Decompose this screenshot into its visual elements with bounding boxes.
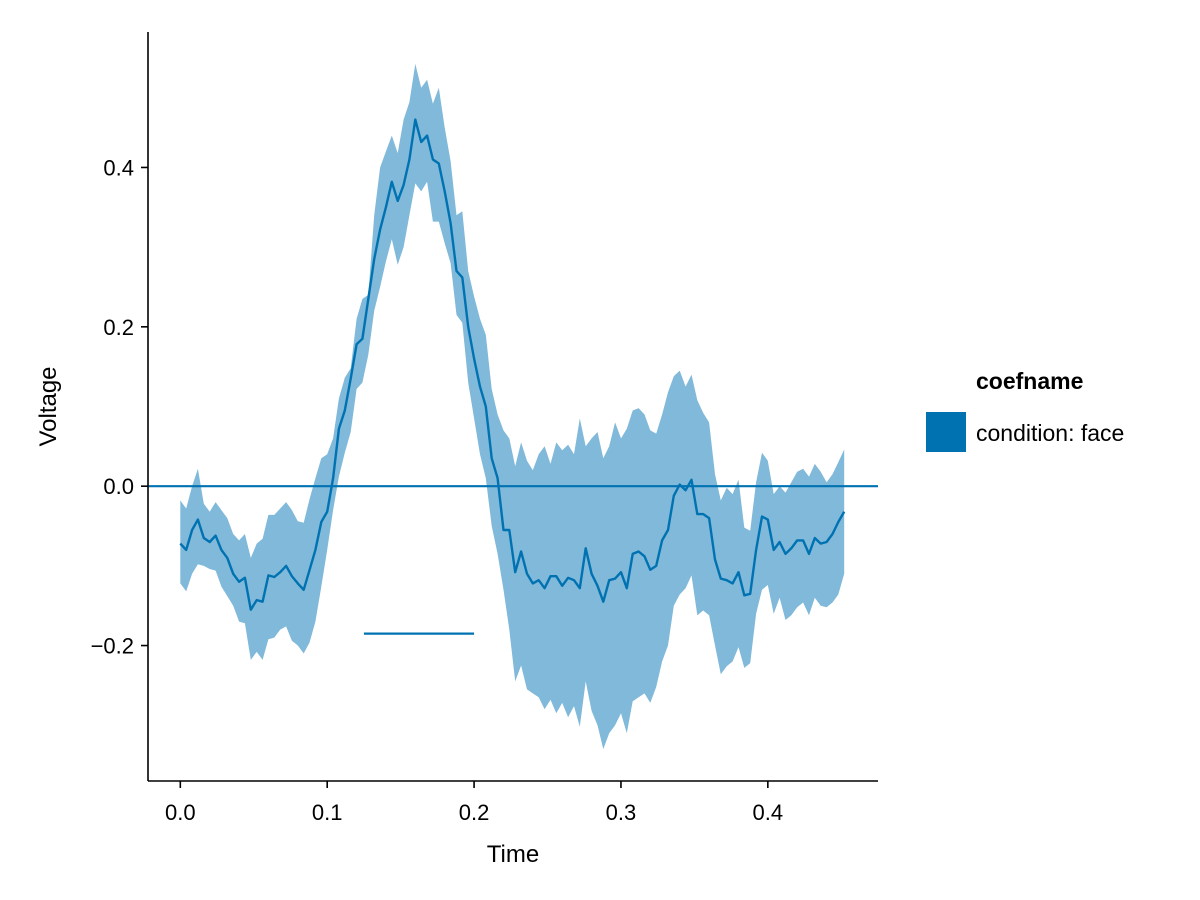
x-tick: 0.4 [753, 781, 784, 825]
legend: coefname condition: face [926, 368, 1124, 452]
y-ticks: −0.2 0.0 0.2 0.4 [91, 155, 148, 659]
series-line-condition-face [179, 118, 846, 611]
y-tick: −0.2 [91, 634, 148, 659]
legend-swatch [926, 412, 966, 452]
axes: 0.0 0.1 0.2 0.3 0.4 −0.2 0.0 0.2 0.4 Time Volta… [35, 32, 878, 868]
x-ticks: 0.0 0.1 0.2 0.3 0.4 [165, 781, 783, 825]
x-tick: 0.1 [312, 781, 343, 825]
x-tick: 0.2 [459, 781, 490, 825]
x-tick: 0.3 [606, 781, 637, 825]
x-tick-label: 0.2 [459, 800, 490, 825]
y-tick: 0.0 [103, 474, 148, 499]
x-tick-label: 0.1 [312, 800, 343, 825]
x-tick-label: 0.0 [165, 800, 196, 825]
plot-area [148, 63, 878, 750]
confidence-band [180, 63, 845, 750]
legend-title: coefname [976, 368, 1083, 394]
y-tick-label: 0.2 [103, 315, 134, 340]
y-tick: 0.4 [103, 155, 148, 180]
legend-entries: condition: face [926, 412, 1124, 452]
y-tick-label: 0.0 [103, 474, 134, 499]
y-tick: 0.2 [103, 315, 148, 340]
legend-entry: condition: face [926, 412, 1124, 452]
x-tick-label: 0.3 [606, 800, 637, 825]
legend-label: condition: face [976, 420, 1124, 446]
y-axis-title: Voltage [35, 366, 62, 446]
x-tick-label: 0.4 [753, 800, 784, 825]
y-tick-label: 0.4 [103, 155, 134, 180]
y-tick-label: −0.2 [91, 634, 134, 659]
x-axis-title: Time [487, 841, 539, 868]
x-tick: 0.0 [165, 781, 196, 825]
